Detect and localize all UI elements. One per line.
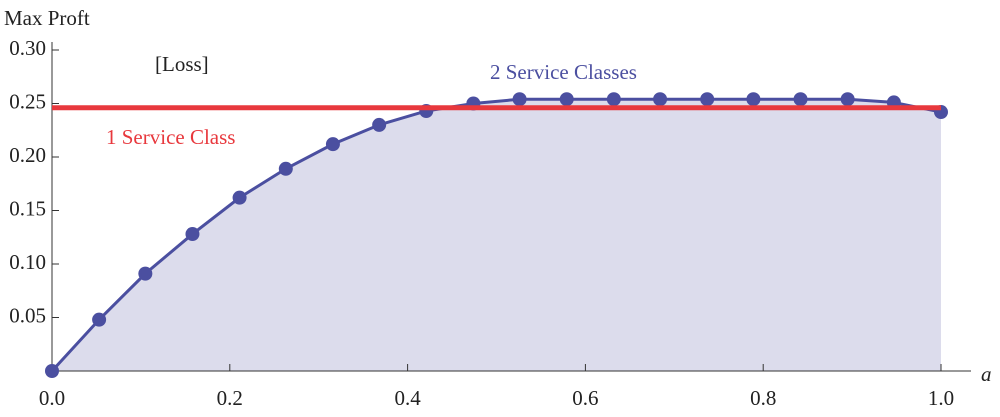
reference-label: 1 Service Class (106, 125, 235, 149)
x-tick-label: 1.0 (928, 386, 954, 410)
marker (92, 312, 107, 327)
y-axis-label: Max Proft (4, 6, 90, 30)
marker (606, 92, 621, 107)
y-tick-label: 0.15 (9, 196, 46, 220)
x-tick-label: 0.8 (750, 386, 776, 410)
marker (138, 266, 153, 281)
annotation: [Loss] (155, 52, 209, 76)
marker (793, 92, 808, 107)
marker (840, 92, 855, 107)
marker (372, 117, 387, 132)
y-tick-label: 0.25 (9, 89, 46, 113)
x-axis-label: a (981, 362, 992, 386)
x-tick-label: 0.2 (217, 386, 243, 410)
series-label: 2 Service Classes (490, 60, 637, 84)
marker (185, 227, 200, 242)
line (50, 97, 942, 373)
marker (653, 92, 668, 107)
marker (559, 92, 574, 107)
marker (325, 137, 340, 152)
marker (232, 190, 247, 205)
marker (700, 92, 715, 107)
marker (512, 92, 527, 107)
marker (278, 161, 293, 176)
x-tick-label: 0.6 (572, 386, 598, 410)
y-tick-label: 0.10 (9, 250, 46, 274)
y-tick-label: 0.30 (9, 36, 46, 60)
x-tick-label: 0.0 (39, 386, 65, 410)
area (52, 99, 941, 371)
marker (45, 364, 59, 378)
y-tick-label: 0.20 (9, 143, 46, 167)
x-tick-label: 0.4 (394, 386, 421, 410)
marker (746, 92, 761, 107)
y-tick-label: 0.05 (9, 303, 46, 327)
